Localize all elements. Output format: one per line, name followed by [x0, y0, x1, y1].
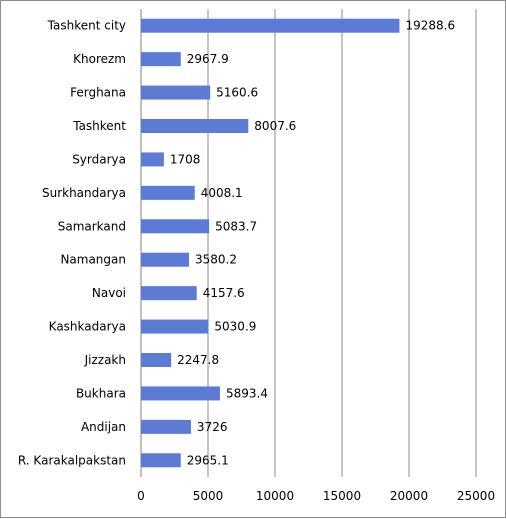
data-label: 5030.9: [214, 320, 256, 334]
data-label: 4157.6: [203, 286, 245, 300]
data-label: 2967.9: [187, 52, 229, 66]
category-label: Samarkand: [58, 219, 126, 233]
data-label: 1708: [170, 152, 201, 166]
data-label: 3726: [197, 420, 228, 434]
bar: [141, 119, 249, 133]
bars: [141, 18, 400, 468]
data-label: 2247.8: [177, 353, 219, 367]
bar: [141, 219, 210, 234]
bar: [141, 18, 400, 33]
category-label: Navoi: [92, 286, 126, 300]
category-label: Surkhandarya: [42, 186, 126, 200]
x-tick-label: 25000: [457, 489, 495, 503]
bar: [141, 185, 195, 200]
category-label: R. Karakalpakstan: [18, 453, 126, 467]
category-label: Tashkent city: [47, 19, 126, 33]
labels: 0 5000 10000 15000 20000 25000 Tashkent city 19…: [18, 19, 495, 503]
x-tick-label: 15000: [323, 489, 361, 503]
x-tick-label: 20000: [390, 489, 428, 503]
data-label: 4008.1: [201, 186, 243, 200]
x-tick-label: 10000: [256, 489, 294, 503]
data-label: 2965.1: [187, 453, 229, 467]
category-label: Andijan: [81, 420, 126, 434]
bar: [141, 152, 164, 167]
data-label: 19288.6: [405, 19, 455, 33]
bar: [141, 85, 211, 100]
category-label: Jizzakh: [84, 353, 126, 367]
bar: [141, 52, 181, 67]
category-label: Khorezm: [73, 52, 126, 66]
data-label: 5893.4: [226, 386, 268, 400]
data-label: 8007.6: [254, 119, 296, 133]
category-label: Ferghana: [70, 86, 126, 100]
category-label: Namangan: [60, 253, 126, 267]
x-tick-label: 0: [137, 489, 145, 503]
bar: [141, 252, 189, 267]
bar: [141, 453, 181, 468]
bar: [141, 386, 220, 401]
category-label: Bukhara: [76, 386, 126, 400]
category-label: Syrdarya: [72, 152, 126, 166]
category-label: Kashkadarya: [49, 320, 126, 334]
bar: [141, 419, 191, 434]
bar: [141, 353, 172, 367]
bar: [141, 286, 197, 301]
data-label: 5160.6: [216, 86, 258, 100]
data-label: 3580.2: [195, 253, 237, 267]
x-tick-label: 5000: [193, 489, 224, 503]
category-label: Tashkent: [72, 119, 126, 133]
bar: [141, 319, 209, 334]
data-label: 5083.7: [215, 219, 257, 233]
gridlines: [140, 9, 477, 477]
